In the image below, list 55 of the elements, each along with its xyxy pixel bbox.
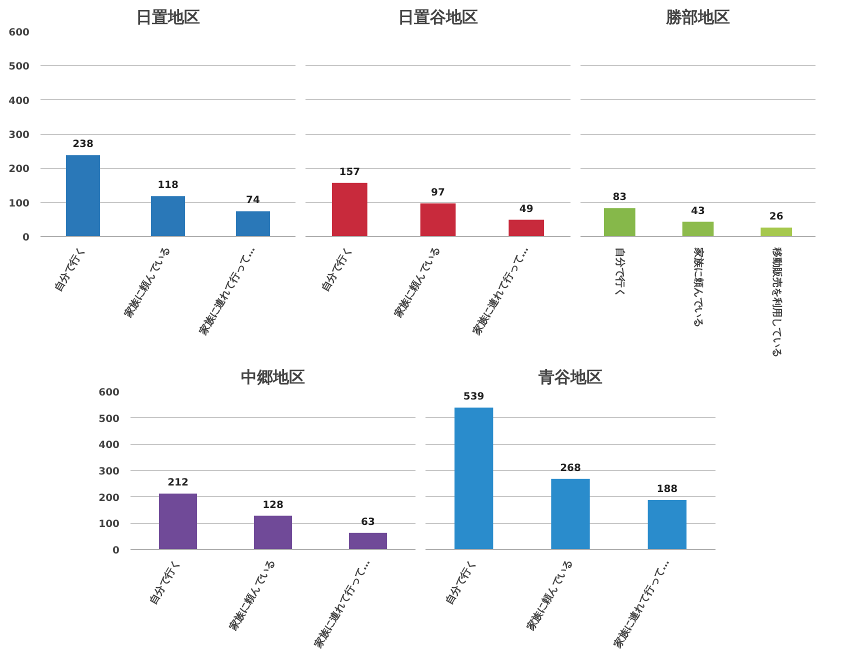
y-tick-label: 0 (112, 546, 120, 556)
data-label: 49 (519, 204, 534, 215)
data-label: 212 (168, 478, 188, 489)
x-tick-label: 自分で行く (443, 557, 479, 607)
bar (151, 196, 185, 236)
data-label: 43 (691, 206, 705, 217)
data-label: 63 (361, 516, 375, 528)
x-tick-label: 家族に連れて行って… (470, 244, 532, 338)
bar (236, 211, 270, 236)
y-tick-label: 500 (8, 62, 30, 73)
data-label: 118 (158, 180, 178, 192)
data-label: 539 (463, 392, 484, 403)
chart-title: 勝部地区 (665, 8, 730, 26)
chart-title: 日置谷地区 (398, 8, 478, 26)
y-tick-label: 200 (8, 164, 30, 176)
chart-title: 青谷地区 (538, 368, 602, 386)
data-label: 157 (339, 166, 360, 178)
chart-title: 日置地区 (136, 8, 200, 26)
x-tick-label: 家族に頼んでいる (392, 244, 443, 320)
x-tick-label: 家族に頼んでいる (122, 244, 173, 320)
y-tick-label: 200 (98, 492, 120, 504)
y-tick-label: 100 (8, 198, 30, 210)
x-tick-label: 自分で行く (319, 244, 354, 294)
x-tick-label: 家族に連れて行って… (196, 244, 258, 338)
data-label: 238 (72, 139, 94, 150)
bar (349, 532, 387, 550)
data-label: 83 (612, 192, 627, 204)
data-label: 74 (246, 195, 260, 206)
data-label: 97 (431, 187, 445, 198)
x-tick-label: 家族に連れて行って… (611, 557, 672, 651)
x-tick-label: 移動販売を利用している (770, 246, 783, 358)
y-tick-label: 600 (8, 28, 30, 38)
y-tick-label: 0 (22, 232, 30, 244)
y-tick-label: 600 (98, 388, 120, 398)
x-tick-label: 家族に頼んでいる (524, 557, 576, 634)
y-tick-label: 400 (8, 96, 30, 107)
data-label: 188 (656, 484, 678, 495)
data-label: 268 (560, 462, 581, 474)
y-tick-label: 300 (8, 130, 30, 141)
y-tick-label: 300 (98, 466, 120, 478)
y-tick-label: 100 (98, 519, 120, 530)
bar (159, 494, 197, 550)
x-tick-label: 家族に頼んでいる (692, 246, 704, 328)
chart-title: 中郷地区 (241, 368, 305, 386)
x-tick-label: 自分で行く (147, 557, 183, 607)
data-label: 26 (769, 212, 784, 223)
x-tick-label: 自分で行く (614, 248, 626, 298)
y-tick-label: 400 (98, 440, 120, 452)
x-tick-label: 家族に連れて行って… (312, 557, 373, 651)
x-tick-label: 家族に頼んでいる (226, 557, 278, 634)
bar (254, 516, 292, 550)
x-tick-label: 自分で行く (52, 244, 88, 294)
data-label: 128 (262, 500, 284, 511)
y-tick-label: 500 (98, 414, 120, 425)
bar (66, 155, 100, 236)
